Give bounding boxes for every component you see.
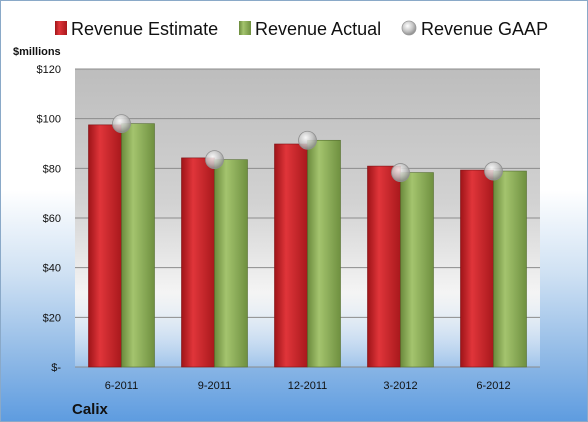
x-tick-label: 6-2011 [105, 380, 138, 392]
marker-revenue-gaap [112, 114, 131, 134]
legend-label-estimate: Revenue Estimate [71, 19, 218, 39]
bar-revenue-estimate [274, 143, 308, 368]
marker-revenue-gaap [205, 150, 224, 170]
bar-revenue-actual [493, 170, 527, 368]
bar-revenue-actual [214, 159, 248, 368]
marker-revenue-gaap [391, 163, 410, 182]
marker-revenue-gaap [484, 161, 503, 181]
legend-label-actual: Revenue Actual [255, 19, 381, 39]
x-tick-label: 3-2012 [383, 380, 417, 392]
y-tick-label: $40 [43, 263, 61, 275]
legend-item-actual: Revenue Actual [239, 19, 381, 39]
legend-swatch-estimate [55, 21, 67, 35]
legend-label-gaap: Revenue GAAP [421, 19, 548, 39]
y-tick-label: $- [51, 362, 61, 374]
legend-item-estimate: Revenue Estimate [55, 19, 218, 39]
y-tick-label: $80 [43, 163, 61, 175]
gaap-markers [112, 114, 503, 182]
bar-revenue-estimate [460, 169, 494, 368]
company-label: Calix [72, 401, 109, 418]
bar-revenue-estimate [367, 165, 401, 368]
y-tick-label: $120 [37, 64, 61, 76]
y-tick-label: $60 [43, 213, 61, 225]
x-tick-label: 9-2011 [198, 380, 231, 392]
y-axis-unit-label: $millions [13, 46, 61, 58]
y-tick-label: $20 [43, 312, 61, 324]
bar-revenue-actual [121, 123, 155, 368]
bar-revenue-actual [307, 139, 341, 368]
x-tick-label: 12-2011 [288, 380, 328, 392]
bar-revenue-actual [400, 172, 434, 368]
bar-revenue-estimate [88, 124, 122, 368]
legend-item-gaap: Revenue GAAP [401, 19, 548, 39]
y-axis-ticks: $- $20 $40 $60 $80 $100 $120 [37, 64, 62, 374]
x-axis-ticks: 6-2011 9-2011 12-2011 3-2012 6-2012 [105, 380, 511, 392]
legend-swatch-actual [239, 21, 251, 35]
bar-revenue-estimate [181, 157, 215, 368]
y-tick-label: $100 [37, 114, 61, 126]
legend-marker-gaap [401, 20, 417, 36]
marker-revenue-gaap [298, 130, 317, 150]
bars [88, 123, 527, 368]
x-tick-label: 6-2012 [476, 380, 510, 392]
legend: Revenue Estimate Revenue Actual Revenue … [55, 19, 548, 39]
